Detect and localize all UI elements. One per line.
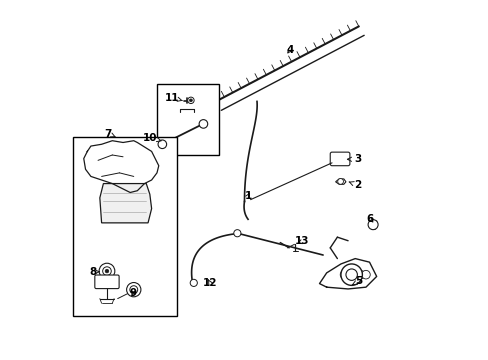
Text: 2: 2 <box>348 180 361 190</box>
Circle shape <box>102 267 111 275</box>
Text: 13: 13 <box>295 237 309 247</box>
Text: 9: 9 <box>129 288 136 298</box>
Circle shape <box>199 120 207 128</box>
Circle shape <box>361 270 369 279</box>
Circle shape <box>367 220 377 230</box>
Circle shape <box>340 270 348 279</box>
Polygon shape <box>100 184 151 223</box>
Circle shape <box>340 264 362 285</box>
Polygon shape <box>335 179 345 184</box>
Text: 8: 8 <box>89 267 100 277</box>
Circle shape <box>105 269 108 273</box>
Circle shape <box>126 283 141 297</box>
Text: 12: 12 <box>202 278 217 288</box>
Circle shape <box>345 270 353 279</box>
Bar <box>157 84 219 155</box>
Bar <box>73 137 176 316</box>
Circle shape <box>356 270 364 279</box>
FancyBboxPatch shape <box>329 152 349 166</box>
Circle shape <box>190 279 197 287</box>
Text: 5: 5 <box>351 276 362 287</box>
Circle shape <box>187 97 194 104</box>
Text: 7: 7 <box>104 129 115 139</box>
Text: 10: 10 <box>143 133 161 143</box>
Text: 11: 11 <box>165 93 182 103</box>
Circle shape <box>130 286 138 294</box>
Text: 6: 6 <box>366 214 373 224</box>
Text: 3: 3 <box>346 154 361 164</box>
Circle shape <box>350 270 359 279</box>
Circle shape <box>189 99 192 102</box>
Circle shape <box>99 263 115 279</box>
Text: 4: 4 <box>286 45 293 55</box>
Circle shape <box>233 230 241 237</box>
Circle shape <box>345 269 357 280</box>
Circle shape <box>337 179 343 184</box>
Text: 1: 1 <box>244 191 251 201</box>
Circle shape <box>158 140 166 149</box>
FancyBboxPatch shape <box>95 275 119 289</box>
